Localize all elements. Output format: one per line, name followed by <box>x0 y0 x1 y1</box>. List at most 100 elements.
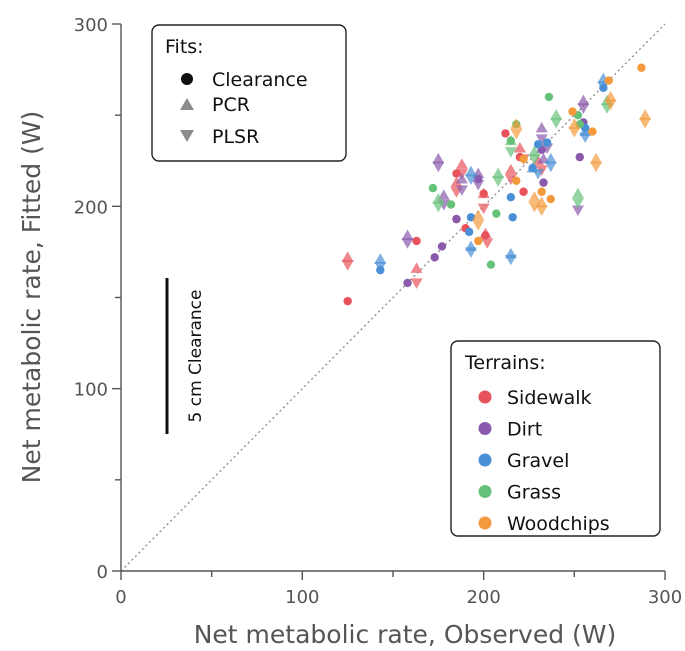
dirt-pcr-point <box>455 172 468 184</box>
grass-plsr-point <box>432 201 445 213</box>
dirt-clearance-point <box>575 152 584 162</box>
grass-pcr-point <box>571 187 584 199</box>
woodchips-clearance-point <box>519 154 528 164</box>
gravel-clearance-point <box>599 83 608 93</box>
woodchips-plsr-point <box>568 127 581 138</box>
sidewalk-pcr-point <box>504 163 517 175</box>
dirt-plsr-point <box>577 103 590 114</box>
legend-clearance-label: Clearance <box>212 69 308 91</box>
legend-sidewalk-swatch <box>478 390 492 404</box>
gravel-plsr-point <box>544 161 557 173</box>
gravel-clearance-point <box>464 227 474 237</box>
sidewalk-clearance-point <box>501 129 510 138</box>
legend-gravel-swatch <box>478 453 492 467</box>
grass-clearance-point <box>446 200 456 209</box>
sidewalk-clearance-point <box>481 231 490 240</box>
scale-bar-label: 5 cm Clearance <box>186 290 206 423</box>
dirt-pcr-point <box>432 152 445 164</box>
grass-pcr-point <box>432 193 445 204</box>
legend-gravel-label: Gravel <box>507 450 569 472</box>
gravel-plsr-point <box>532 169 545 180</box>
legend-triangle-up-marker <box>180 98 194 110</box>
y-axis-label: Net metabolic rate, Fitted (W) <box>17 111 46 484</box>
x-tick-label: 0 <box>115 587 126 608</box>
sidewalk-clearance-point <box>452 169 461 178</box>
woodchips-plsr-point <box>472 220 485 231</box>
sidewalk-clearance-point <box>519 187 528 196</box>
dirt-plsr-point <box>541 143 554 154</box>
grass-plsr-point <box>571 198 584 209</box>
woodchips-plsr-point <box>590 161 603 173</box>
legend-plsr-label: PLSR <box>212 126 259 148</box>
y-tick-label: 300 <box>74 15 108 36</box>
woodchips-pcr-point <box>639 109 652 120</box>
dirt-plsr-point <box>455 185 468 196</box>
dirt-plsr-point <box>472 179 485 191</box>
sidewalk-plsr-point <box>504 174 517 185</box>
gravel-pcr-point <box>464 165 477 177</box>
legend-grass-label: Grass <box>507 482 561 504</box>
legend-woodchips-swatch <box>478 516 492 530</box>
dirt-plsr-point <box>535 134 548 145</box>
grass-clearance-point <box>506 136 516 145</box>
legend-circle-marker <box>181 73 193 85</box>
y-tick-label: 0 <box>97 562 108 583</box>
grass-clearance-point <box>544 92 554 102</box>
gravel-clearance-point <box>528 163 537 173</box>
woodchips-clearance-point <box>512 176 521 186</box>
woodchips-pcr-point <box>472 209 485 220</box>
woodchips-pcr-point <box>528 191 541 202</box>
woodchips-plsr-point <box>604 99 617 111</box>
grass-clearance-point <box>486 260 496 269</box>
dirt-pcr-point <box>577 94 590 106</box>
terrains-legend-box <box>450 340 661 537</box>
gravel-clearance-point <box>508 213 517 222</box>
x-tick-label: 200 <box>466 587 500 608</box>
gravel-clearance-point <box>506 193 516 202</box>
terrains-legend: Terrains: Sidewalk Dirt Gravel Grass Woodchi… <box>450 340 661 537</box>
legend-dirt-label: Dirt <box>507 419 542 441</box>
legend-pcr-label: PCR <box>212 94 250 116</box>
dirt-plsr-point <box>432 161 445 173</box>
woodchips-pcr-point <box>590 152 603 164</box>
grass-clearance-point <box>428 183 438 193</box>
legend-triangle-down-marker <box>180 130 194 142</box>
dirt-clearance-point <box>430 253 439 262</box>
woodchips-pcr-point <box>604 90 617 102</box>
y-tick-label: 200 <box>74 197 108 218</box>
woodchips-clearance-point <box>568 107 577 116</box>
dirt-clearance-point <box>452 214 461 224</box>
sidewalk-pcr-point <box>450 176 463 188</box>
identity-line <box>120 23 666 572</box>
woodchips-pcr-point <box>510 118 523 129</box>
legend-sidewalk-label: Sidewalk <box>507 387 592 409</box>
gravel-plsr-point <box>504 254 517 266</box>
grass-plsr-point <box>492 176 505 187</box>
woodchips-clearance-point <box>546 194 555 204</box>
legend-dirt-swatch <box>478 422 492 435</box>
grass-plsr-point <box>528 154 541 165</box>
gravel-clearance-point <box>376 265 385 275</box>
fits-legend-title: Fits: <box>165 36 204 58</box>
dirt-clearance-point <box>403 278 412 288</box>
sidewalk-pcr-point <box>341 251 354 262</box>
sidewalk-plsr-point <box>477 203 490 215</box>
woodchips-clearance-point <box>588 127 597 136</box>
gravel-pcr-point <box>374 253 387 264</box>
x-axis-label: Net metabolic rate, Observed (W) <box>194 620 617 649</box>
dirt-clearance-point <box>539 178 548 187</box>
sidewalk-plsr-point <box>341 260 354 271</box>
gravel-plsr-point <box>464 247 477 258</box>
dirt-clearance-point <box>437 242 447 251</box>
dirt-plsr-point <box>571 205 584 216</box>
sidewalk-clearance-point <box>412 236 421 246</box>
grass-clearance-point <box>492 209 501 218</box>
dirt-pcr-point <box>437 189 450 200</box>
x-tick-label: 300 <box>648 587 682 608</box>
dirt-plsr-point <box>401 238 414 249</box>
woodchips-plsr-point <box>639 117 652 129</box>
legend-woodchips-label: Woodchips <box>507 513 610 535</box>
woodchips-clearance-point <box>604 76 613 85</box>
woodchips-plsr-point <box>528 201 541 213</box>
